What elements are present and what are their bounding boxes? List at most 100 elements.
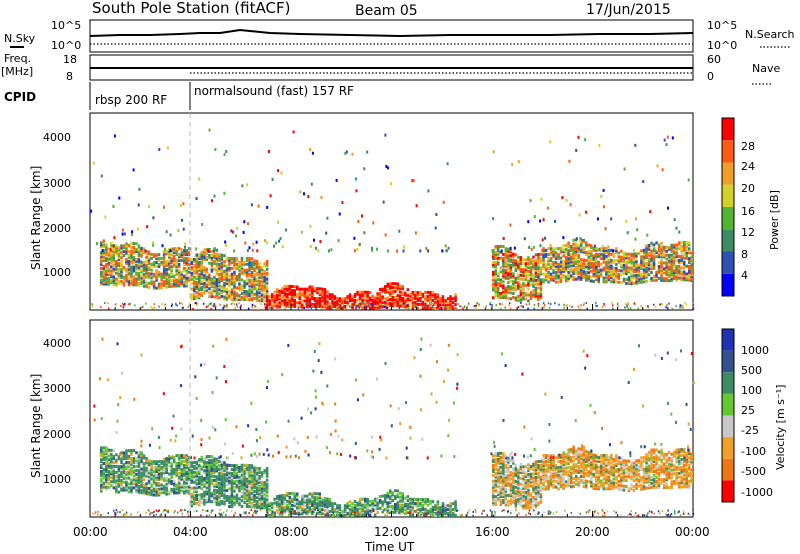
range-cell (265, 295, 269, 299)
range-cell (557, 276, 560, 280)
range-cell (311, 293, 314, 297)
range-cell (115, 478, 118, 482)
range-cell (218, 501, 221, 505)
range-cell (255, 279, 259, 283)
range-cell (115, 490, 118, 494)
range-cell (296, 502, 299, 506)
range-cell (183, 456, 186, 460)
range-cell (517, 285, 520, 289)
range-cell (238, 274, 241, 278)
range-cell (270, 512, 274, 515)
range-cell (220, 279, 224, 283)
range-cell (147, 486, 151, 490)
range-cell (260, 283, 264, 287)
range-cell (230, 276, 234, 280)
range-cell (409, 294, 412, 298)
range-cell (172, 263, 176, 266)
range-cell (380, 305, 383, 308)
range-cell (637, 265, 641, 269)
range-cell (509, 478, 513, 482)
range-cell (127, 462, 131, 466)
range-cell (502, 483, 505, 487)
range-cell (502, 485, 505, 489)
range-cell (428, 306, 431, 309)
range-cell (409, 503, 412, 507)
range-cell (355, 303, 357, 306)
range-cell (188, 468, 191, 471)
range-cell (373, 507, 377, 511)
range-cell (90, 209, 93, 213)
range-cell (184, 242, 187, 246)
range-cell (306, 293, 309, 297)
range-cell (218, 499, 221, 503)
range-cell (112, 267, 116, 271)
range-cell (328, 306, 331, 309)
range-cell (672, 265, 676, 269)
range-cell (152, 280, 156, 284)
range-cell (381, 297, 384, 301)
range-cell (587, 259, 590, 263)
range-cell (331, 508, 334, 512)
range-cell (250, 464, 254, 468)
range-cell (241, 184, 244, 188)
range-cell (672, 277, 676, 280)
range-cell (504, 261, 508, 264)
range-cell (283, 286, 286, 290)
range-cell (630, 258, 633, 262)
range-cell (554, 266, 558, 270)
range-cell (502, 256, 505, 260)
range-cell (233, 290, 236, 294)
range-cell (565, 305, 567, 308)
range-cell (167, 261, 171, 265)
range-cell (321, 502, 324, 506)
range-cell (224, 240, 227, 244)
range-cell (605, 276, 608, 280)
range-cell (280, 295, 284, 298)
range-cell (308, 301, 312, 305)
range-cell (331, 502, 334, 506)
range-cell (102, 446, 106, 450)
range-cell (396, 507, 399, 511)
range-cell (120, 486, 123, 490)
range-cell (146, 225, 149, 229)
range-cell (127, 490, 131, 494)
range-cell (135, 277, 138, 281)
range-cell (243, 497, 246, 501)
range-cell (137, 488, 141, 492)
range-cell (175, 471, 178, 475)
range-cell (494, 292, 497, 296)
range-cell (122, 306, 124, 309)
range-cell (208, 478, 211, 482)
range-cell (492, 499, 495, 503)
range-cell (265, 293, 269, 297)
range-cell (670, 269, 673, 273)
range-cell (200, 293, 203, 297)
range-cell (602, 256, 606, 260)
range-cell (396, 294, 399, 298)
range-cell (208, 466, 211, 470)
range-cell (137, 272, 141, 275)
range-cell (645, 248, 648, 252)
range-cell (102, 251, 106, 255)
range-cell (310, 182, 313, 186)
range-cell (255, 291, 259, 295)
range-cell (504, 493, 508, 497)
range-cell (640, 265, 643, 269)
range-cell (140, 461, 143, 465)
range-cell (122, 455, 126, 459)
range-cell (313, 504, 317, 507)
range-cell (213, 262, 216, 266)
range-cell (665, 279, 668, 283)
range-cell (432, 307, 435, 310)
range-cell (183, 251, 186, 255)
range-cell (579, 262, 583, 266)
range-cell (243, 294, 246, 298)
range-cell (409, 306, 411, 308)
range-cell (177, 256, 181, 260)
range-cell (313, 289, 317, 293)
range-cell (142, 249, 146, 253)
range-cell (620, 257, 623, 261)
range-cell (683, 252, 686, 256)
range-cell (361, 497, 364, 501)
range-cell (263, 275, 266, 279)
